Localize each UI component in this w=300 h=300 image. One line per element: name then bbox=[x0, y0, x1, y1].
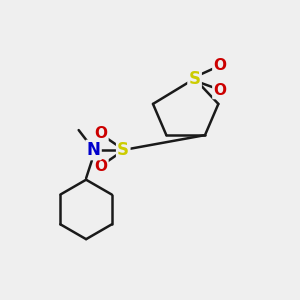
Text: S: S bbox=[189, 70, 201, 88]
Text: O: O bbox=[94, 126, 107, 141]
Text: N: N bbox=[87, 141, 100, 159]
Text: S: S bbox=[117, 141, 129, 159]
Text: O: O bbox=[94, 159, 107, 174]
Text: O: O bbox=[213, 58, 226, 73]
Text: O: O bbox=[213, 83, 226, 98]
